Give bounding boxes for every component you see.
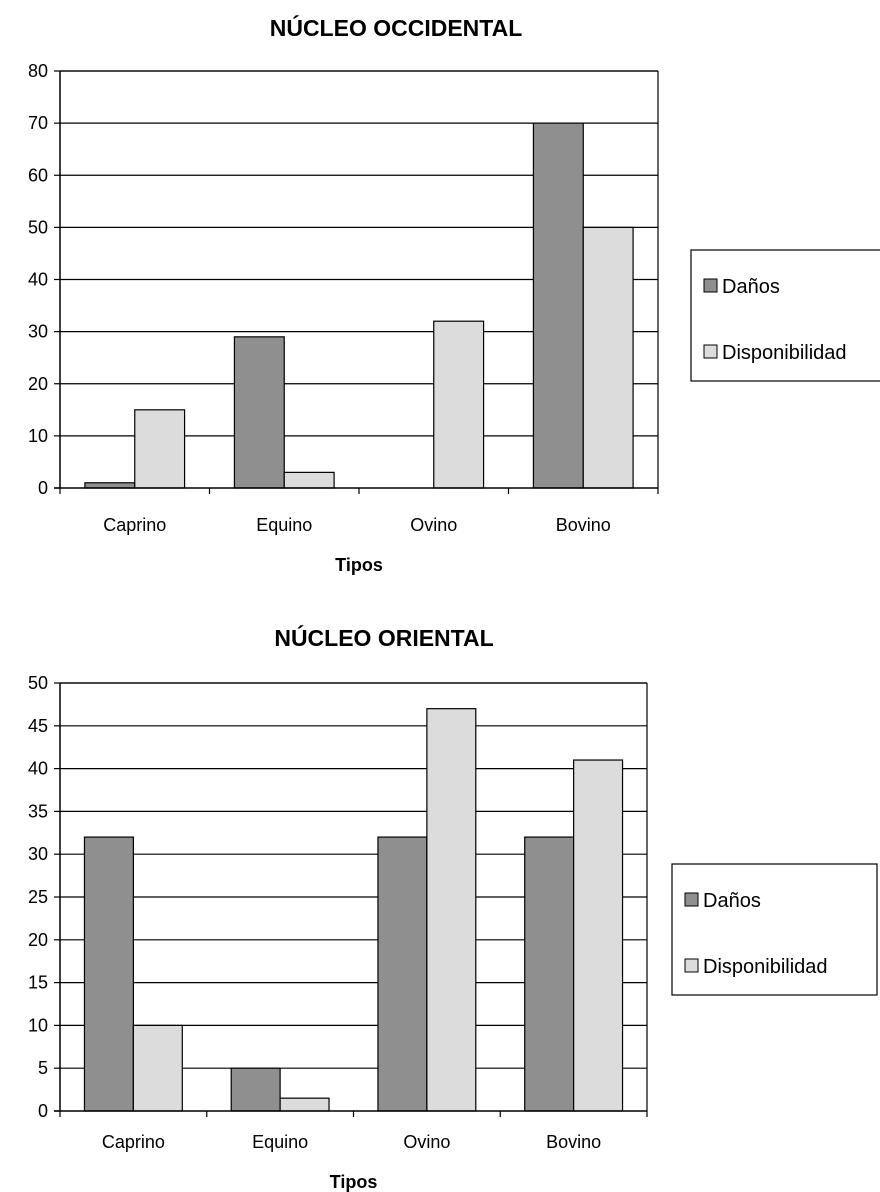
y-tick-label: 0 xyxy=(38,1101,48,1121)
x-category-label: Caprino xyxy=(103,515,166,535)
x-category-label: Caprino xyxy=(102,1132,165,1152)
y-tick-label: 40 xyxy=(28,270,48,290)
x-category-label: Equino xyxy=(256,515,312,535)
x-axis-title: Tipos xyxy=(330,1172,378,1192)
y-tick-label: 15 xyxy=(28,973,48,993)
legend-box xyxy=(671,863,878,996)
y-tick-label: 25 xyxy=(28,887,48,907)
bar-daños-equino xyxy=(230,1067,281,1112)
legend-swatch xyxy=(703,278,718,293)
y-tick-label: 80 xyxy=(28,61,48,81)
chart-title: NÚCLEO ORIENTAL xyxy=(274,624,493,651)
y-tick-label: 30 xyxy=(28,844,48,864)
y-tick-label: 50 xyxy=(28,217,48,237)
chart-1: NÚCLEO ORIENTAL 0 5 10 15 20 25 30 35 40 45 50 Capri… xyxy=(28,624,878,1192)
legend: Daños Disponibilidad xyxy=(690,249,880,382)
legend-swatch xyxy=(703,344,718,359)
x-category-label: Equino xyxy=(252,1132,308,1152)
bar-disponibilidad-caprino xyxy=(134,409,186,489)
x-category-label: Ovino xyxy=(410,515,457,535)
y-tick-label: 5 xyxy=(38,1058,48,1078)
y-tick-label: 20 xyxy=(28,930,48,950)
bar-disponibilidad-ovino xyxy=(433,320,485,489)
y-tick-label: 30 xyxy=(28,322,48,342)
y-tick-label: 40 xyxy=(28,759,48,779)
bar-disponibilidad-ovino xyxy=(426,708,477,1112)
legend-swatch xyxy=(684,892,699,907)
x-category-label: Ovino xyxy=(403,1132,450,1152)
bar-disponibilidad-bovino xyxy=(573,759,624,1112)
y-tick-label: 50 xyxy=(28,673,48,693)
bar-daños-caprino xyxy=(84,482,136,489)
x-category-label: Bovino xyxy=(546,1132,601,1152)
x-category-label: Bovino xyxy=(556,515,611,535)
chart-title: NÚCLEO OCCIDENTAL xyxy=(270,14,523,41)
y-tick-label: 45 xyxy=(28,716,48,736)
y-tick-label: 0 xyxy=(38,478,48,498)
bar-daños-bovino xyxy=(524,836,575,1112)
chart-0: NÚCLEO OCCIDENTAL 0 10 20 30 40 50 60 70 80 Caprin… xyxy=(28,14,880,575)
x-axis-title: Tipos xyxy=(335,555,383,575)
bar-disponibilidad-caprino xyxy=(132,1024,183,1112)
bar-disponibilidad-bovino xyxy=(582,226,634,489)
legend-label: Disponibilidad xyxy=(703,956,828,978)
bar-daños-caprino xyxy=(83,836,134,1112)
y-tick-label: 20 xyxy=(28,374,48,394)
legend-label: Daños xyxy=(703,890,761,912)
bar-daños-bovino xyxy=(532,122,584,489)
legend-label: Disponibilidad xyxy=(722,342,847,364)
legend-box xyxy=(690,249,880,382)
y-tick-label: 10 xyxy=(28,1015,48,1035)
legend: Daños Disponibilidad xyxy=(671,863,878,996)
bar-disponibilidad-equino xyxy=(283,471,335,489)
y-tick-label: 35 xyxy=(28,801,48,821)
y-tick-label: 70 xyxy=(28,113,48,133)
legend-swatch xyxy=(684,958,699,973)
legend-label: Daños xyxy=(722,276,780,298)
bar-daños-ovino xyxy=(377,836,428,1112)
bar-disponibilidad-equino xyxy=(279,1097,330,1112)
bar-daños-equino xyxy=(233,336,285,489)
y-tick-label: 60 xyxy=(28,165,48,185)
y-tick-label: 10 xyxy=(28,426,48,446)
